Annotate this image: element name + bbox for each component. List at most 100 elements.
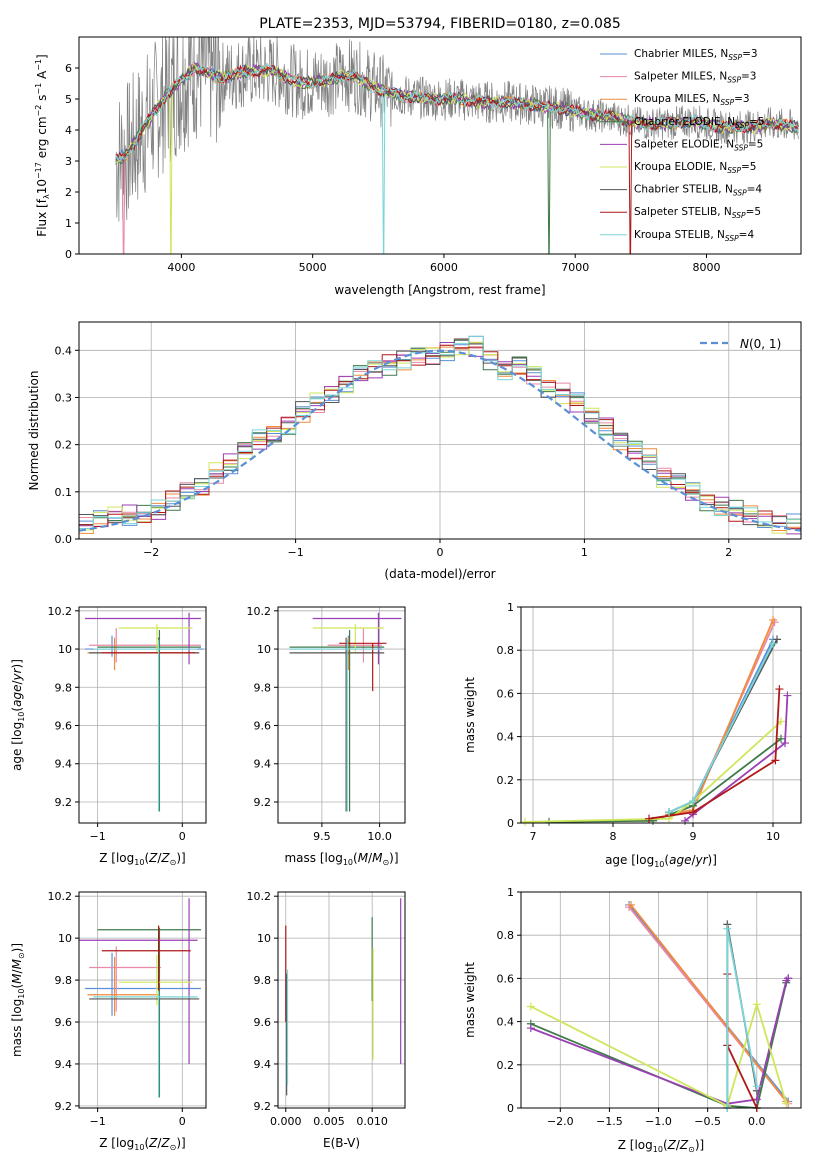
x-tick-label: −2 <box>143 546 159 559</box>
panel-xlabel-part: )] <box>708 853 717 867</box>
panel-xlabel: Z [log10(Z/Z⊙)] <box>618 1138 704 1154</box>
observed-spectrum-line <box>115 37 799 222</box>
model-spectrum-line-8 <box>115 64 799 254</box>
panel-xlabel-part: Z <box>148 1136 158 1150</box>
axes-frame <box>520 606 802 824</box>
panel-xlabel-part: ( <box>663 1138 668 1152</box>
panel-xlabel-part: 10 <box>134 858 144 867</box>
legend-entry: Salpeter STELIB, NSSP=5 <box>634 206 761 220</box>
x-tick-label: 6000 <box>430 261 458 274</box>
mass-weight-marker <box>769 639 777 648</box>
panel-xlabel-part: Z <box>160 851 170 865</box>
panel-xlabel-part: ⊙ <box>688 1145 695 1154</box>
y-tick-label: 0 <box>507 817 514 830</box>
panel-xlabel-part: / <box>676 1138 681 1152</box>
x-tick-label: 0.005 <box>313 1115 345 1128</box>
y-tick-label: 0.2 <box>497 1059 515 1072</box>
y-tick-label: 10.2 <box>48 605 73 618</box>
y-tick-label: 0.3 <box>55 391 73 404</box>
normal-distribution-curve <box>79 349 801 532</box>
x-tick-label: 0.010 <box>356 1115 388 1128</box>
y-tick-label: 10 <box>58 932 72 945</box>
x-tick-label: −0.5 <box>694 1115 721 1128</box>
legend-label: Chabrier STELIB, N <box>634 184 733 196</box>
legend-entry: Kroupa MILES, NSSP=3 <box>634 93 750 107</box>
mass-weight-line-3 <box>548 738 782 823</box>
panel-xlabel-part: ( <box>144 851 149 865</box>
panel-xlabel-part: / <box>368 851 373 865</box>
panel-xlabel: Z [log10(Z/Z⊙)] <box>99 1136 185 1152</box>
x-tick-label: 8 <box>610 830 617 843</box>
panel-xlabel-part: Z <box>667 1138 677 1152</box>
mass-weight-marker <box>723 924 732 933</box>
y-tick-label: 9.6 <box>254 1016 272 1029</box>
panel-xlabel-part: age <box>669 853 691 867</box>
panel-ylabel-part: / <box>10 968 24 973</box>
panel-xlabel-part: Z [log <box>99 851 134 865</box>
panel-ylabel-part: )] <box>10 659 24 668</box>
y-tick-label: 10 <box>257 643 271 656</box>
mass-weight-marker <box>521 817 529 826</box>
spectrum-ylabel-part: A <box>35 70 49 83</box>
panel-ylabel-part: ( <box>10 984 24 989</box>
y-tick-label: 9.8 <box>55 681 73 694</box>
y-tick-label: 9.4 <box>55 1058 73 1071</box>
x-tick-label: 10 <box>766 830 780 843</box>
spectrum-ylabel-part: Flux [f <box>35 198 49 236</box>
legend-gauss-label-part: N <box>740 337 749 351</box>
panel-xlabel: age [log10(age/yr)] <box>605 853 717 869</box>
y-tick-label: 9.2 <box>55 1100 73 1113</box>
panel-xlabel-part: 10 <box>134 1143 144 1152</box>
mass-weight-line-7 <box>648 689 781 820</box>
spectrum-ylabel-part: ] <box>35 54 49 59</box>
panel-ylabel-part: 10 <box>17 989 26 999</box>
legend-count: =5 <box>746 206 761 218</box>
legend-sub: SSP <box>734 143 748 152</box>
spectrum-ylabel-part: −17 <box>34 162 43 179</box>
legend-count: =5 <box>741 161 756 173</box>
legend-entry: Kroupa ELODIE, NSSP=5 <box>634 161 756 175</box>
x-tick-label: −1.5 <box>596 1115 623 1128</box>
x-tick-label: 9 <box>690 830 697 843</box>
panel-xlabel-part: ( <box>353 851 358 865</box>
spectrum-xlabel-part: wavelength [Angstrom, rest frame] <box>334 283 545 297</box>
axes-frame <box>277 891 406 1109</box>
y-tick-label: 10.2 <box>48 890 73 903</box>
panel-xlabel-part: ( <box>144 1136 149 1150</box>
y-tick-label: 1 <box>65 217 72 230</box>
x-tick-label: −1 <box>90 1115 106 1128</box>
residual-ylabel: Normed distribution <box>27 371 41 491</box>
mass-weight-marker <box>783 691 792 700</box>
y-tick-label: 9.6 <box>254 720 272 733</box>
legend-sub: SSP <box>735 121 749 130</box>
mass-weight-marker <box>752 1000 761 1009</box>
panel-ylabel-part: yr <box>10 667 24 681</box>
axes-frame <box>78 321 802 540</box>
legend-count: =5 <box>749 116 764 128</box>
y-tick-label: 10 <box>257 932 271 945</box>
mass-weight-line-5 <box>524 720 782 823</box>
legend-entry: Salpeter ELODIE, NSSP=5 <box>634 138 763 152</box>
y-tick-label: 6 <box>65 62 72 75</box>
axes-frame <box>277 606 406 824</box>
y-tick-label: 0 <box>507 1102 514 1115</box>
panel-xlabel-part: )] <box>176 851 185 865</box>
x-tick-label: 7 <box>530 830 537 843</box>
y-tick-label: 10 <box>58 643 72 656</box>
panel-ylabel: mass [log10(M/M⊙)] <box>10 943 26 1057</box>
y-tick-label: 0.4 <box>497 731 515 744</box>
y-tick-label: 10.2 <box>247 890 272 903</box>
x-tick-label: 4000 <box>167 261 195 274</box>
mass-weight-marker <box>784 974 793 983</box>
y-tick-label: 9.4 <box>254 758 272 771</box>
y-tick-label: 9.2 <box>55 796 73 809</box>
axes-frame <box>520 891 802 1109</box>
legend-entry: Chabrier ELODIE, NSSP=5 <box>634 116 764 130</box>
legend-sub: SSP <box>720 98 734 107</box>
y-tick-label: 9.2 <box>254 796 272 809</box>
spectrum-ylabel-part: −1 <box>34 59 43 71</box>
mass-weight-marker <box>627 900 636 909</box>
panel-xlabel-part: 10 <box>654 860 664 869</box>
mass-weight-marker <box>689 808 697 817</box>
